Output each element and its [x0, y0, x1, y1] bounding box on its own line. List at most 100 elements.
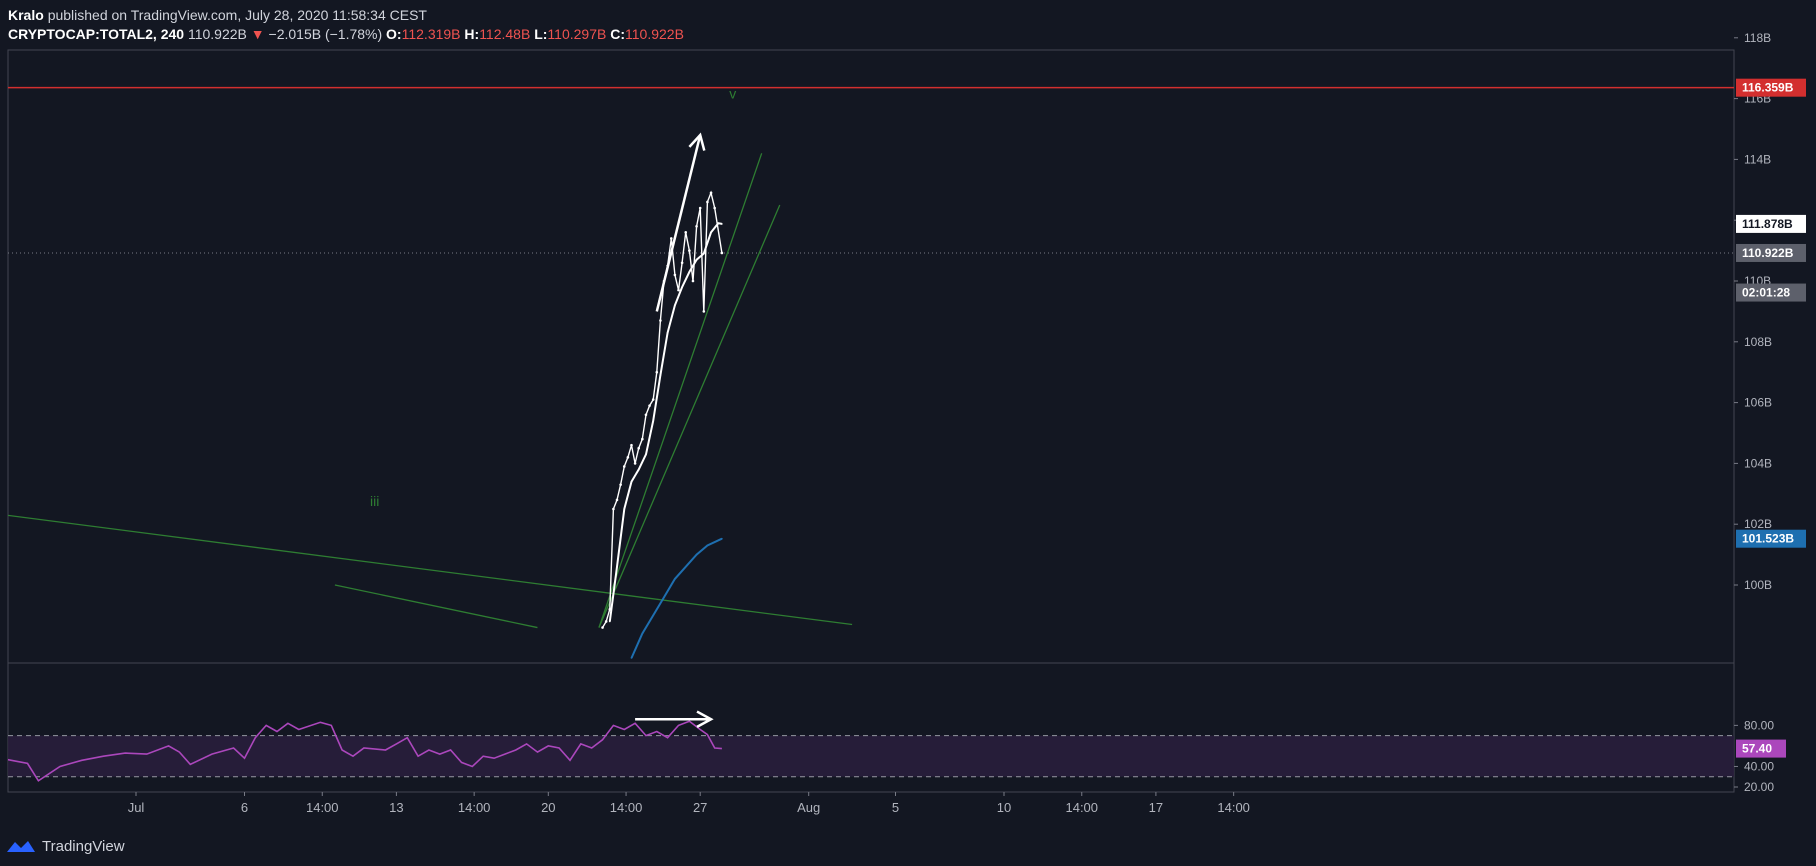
series-1-point-10 — [633, 462, 637, 465]
series-2-point-4 — [630, 480, 633, 483]
series-2-point-12 — [688, 271, 691, 273]
time-tick-label: 27 — [693, 800, 707, 815]
series-1-point-24 — [684, 231, 688, 234]
series-1-point-9 — [630, 443, 633, 447]
time-tick-label: Aug — [797, 800, 820, 815]
series-1-point-31 — [709, 191, 713, 195]
price-tick-label: 118B — [1744, 31, 1771, 45]
price-badge-label-4: 02:01:28 — [1742, 286, 1790, 300]
price-badge-label-5: 101.523B — [1742, 532, 1794, 546]
series-1-point-29 — [702, 310, 706, 313]
series-1-point-14 — [648, 404, 651, 407]
series-line-3 — [630, 537, 723, 659]
series-3-point-3 — [652, 614, 654, 617]
series-3-point-8 — [706, 544, 709, 547]
time-tick-label: 14:00 — [1065, 800, 1098, 815]
publish-info: published on TradingView.com, July 28, 2… — [47, 7, 427, 23]
series-2-point-16 — [717, 222, 720, 225]
wave-label-2: iii — [370, 493, 379, 509]
close-value: 110.922B — [625, 26, 684, 42]
down-arrow-icon: ▼ — [250, 26, 265, 42]
annotation-arrow-1 — [655, 134, 702, 312]
series-1-point-19 — [666, 264, 669, 268]
footer: TradingView — [6, 836, 125, 856]
series-1-point-26 — [691, 279, 695, 283]
price-tick-label: 110B — [1744, 274, 1771, 288]
series-1-point-5 — [615, 498, 619, 502]
series-1-point-17 — [659, 319, 662, 322]
chart-header: Kralo published on TradingView.com, July… — [8, 6, 684, 44]
chart-frame — [7, 49, 1735, 793]
price-badge-4 — [1736, 283, 1806, 302]
series-1-point-13 — [644, 413, 648, 417]
last-price: 110.922B — [187, 26, 247, 42]
rsi-value-badge-label: 57.40 — [1742, 742, 1772, 756]
series-1-point-1 — [601, 626, 604, 629]
time-tick-label: 10 — [997, 800, 1011, 815]
price-tick-label: 116B — [1744, 92, 1771, 106]
author-name[interactable]: Kralo — [8, 7, 44, 23]
open-value: 112.319B — [401, 26, 461, 42]
price-change: −2.015B (−1.78%) — [268, 26, 383, 42]
series-2-point-6 — [645, 453, 647, 456]
open-label: O: — [386, 26, 402, 42]
series-line-2 — [608, 222, 723, 622]
series-1-point-12 — [641, 437, 644, 441]
series-1-point-28 — [698, 206, 702, 210]
rsi-band-fill — [8, 735, 1734, 777]
series-3-point-9 — [721, 537, 723, 540]
time-tick-label: 14:00 — [458, 800, 491, 815]
time-tick-label: 14:00 — [1217, 800, 1250, 815]
series-1-point-32 — [713, 206, 716, 210]
series-2-point-8 — [659, 374, 662, 377]
series-2-point-15 — [710, 231, 712, 234]
series-1-point-7 — [622, 465, 626, 468]
annotation-arrowhead-1 — [688, 132, 706, 151]
rsi-tick-label: 40.00 — [1744, 759, 1774, 773]
series-3-point-5 — [674, 578, 676, 580]
rsi-line — [8, 720, 722, 782]
series-2-point-17 — [721, 223, 723, 225]
price-tick-label: 106B — [1744, 396, 1772, 410]
price-tick-label: 104B — [1744, 456, 1772, 470]
series-2-point-9 — [666, 331, 669, 334]
price-tick-label: 112B — [1744, 213, 1771, 227]
series-1-point-6 — [619, 483, 622, 486]
trendline-1 — [8, 514, 853, 626]
series-1-point-33 — [720, 251, 724, 255]
series-2-point-3 — [623, 508, 626, 510]
rsi-tick-label: 80.00 — [1744, 718, 1774, 732]
price-badge-1 — [1736, 78, 1806, 97]
wave-label-1: v — [729, 86, 736, 102]
brand-label[interactable]: TradingView — [42, 837, 125, 855]
time-tick-label: Jul — [128, 800, 145, 815]
series-3-point-6 — [684, 565, 687, 568]
price-badge-3 — [1736, 243, 1806, 262]
close-label: C: — [610, 26, 625, 42]
trendline-4 — [598, 204, 781, 628]
price-badge-5 — [1736, 529, 1806, 548]
symbol-label[interactable]: CRYPTOCAP:TOTAL2, 240 — [8, 26, 185, 42]
price-badge-label-2: 111.878B — [1742, 217, 1793, 231]
series-1-point-2 — [604, 620, 608, 623]
tradingview-logo-icon — [7, 841, 35, 852]
price-tick-label: 114B — [1744, 152, 1771, 166]
time-tick-label: 5 — [892, 800, 899, 815]
series-1-point-27 — [695, 224, 698, 228]
series-2-point-7 — [652, 420, 654, 422]
series-3-point-4 — [663, 596, 665, 598]
series-1-point-20 — [669, 237, 673, 240]
series-1-point-30 — [706, 200, 709, 204]
time-tick-label: 17 — [1149, 800, 1163, 815]
series-3-point-7 — [695, 553, 698, 556]
series-2-point-5 — [637, 468, 640, 471]
series-3-point-2 — [641, 632, 644, 635]
series-2-point-2 — [616, 565, 618, 568]
price-badge-2 — [1736, 214, 1806, 233]
series-1-point-3 — [608, 608, 612, 611]
price-tick-label: 100B — [1744, 578, 1772, 592]
series-2-point-11 — [681, 286, 683, 288]
trendline-2 — [334, 584, 538, 629]
rsi-value-badge — [1736, 739, 1786, 758]
